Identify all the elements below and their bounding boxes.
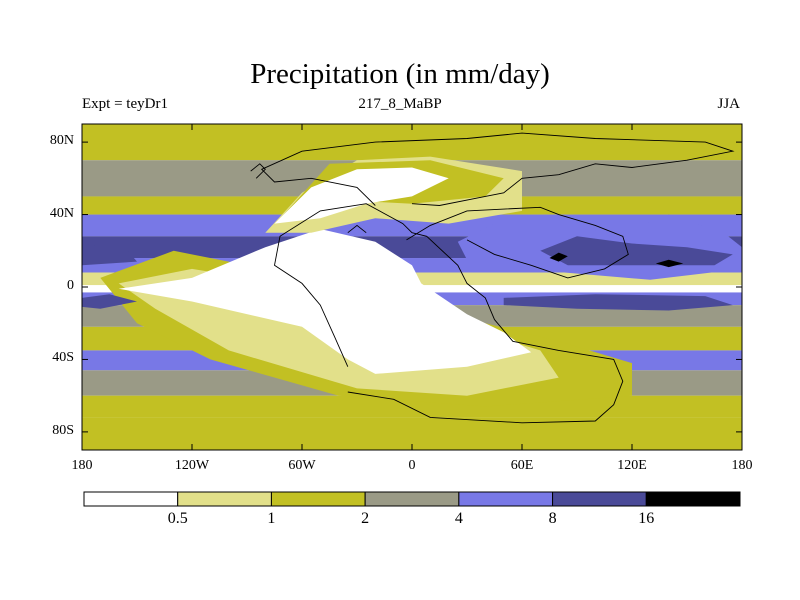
precip-region-7	[540, 236, 733, 266]
zonal-band-13	[82, 395, 742, 418]
colorbar-swatch-6	[645, 491, 741, 507]
coastline-4	[347, 224, 367, 234]
coastline-3	[250, 163, 266, 179]
colorbar-level-label: 4	[454, 510, 463, 527]
x-tick-label: 120E	[617, 458, 647, 473]
zonal-band-0	[82, 124, 742, 161]
colorbar-swatch-5	[552, 491, 647, 507]
colorbar-swatch-1	[177, 491, 272, 507]
colorbar-level-label: 1	[267, 510, 276, 527]
colorbar-level-label: 16	[638, 510, 655, 527]
colorbar-swatch-4	[458, 491, 554, 507]
y-tick-label: 40S	[52, 350, 74, 366]
precip-region-2	[118, 229, 532, 374]
precip-region-8	[549, 252, 568, 262]
time-label: 217_8_MaBP	[358, 96, 442, 112]
precip-region-10	[503, 294, 733, 311]
chart-title: Precipitation (in mm/day)	[250, 58, 550, 90]
colorbar	[83, 491, 741, 507]
precip-region-9	[655, 259, 684, 268]
x-tick-label: 180	[71, 458, 93, 473]
coastline-1	[260, 132, 735, 206]
season-label: JJA	[717, 96, 740, 112]
y-tick-label: 80N	[49, 133, 74, 149]
colorbar-level-label: 0.5	[167, 510, 188, 527]
precipitation-field	[82, 124, 742, 450]
colorbar-level-label: 2	[361, 510, 370, 527]
precip-region-11	[82, 294, 137, 309]
colorbar-swatch-2	[270, 491, 366, 507]
y-tick-label: 80S	[52, 422, 74, 438]
coastlines	[250, 132, 735, 424]
precip-region-5	[274, 167, 449, 224]
x-tick-label: 60E	[510, 458, 534, 473]
x-tick-label: 60W	[288, 458, 316, 473]
colorbar-swatch-3	[364, 491, 460, 507]
x-tick-label: 0	[408, 458, 416, 473]
coastline-0	[274, 203, 624, 424]
colorbar-level-label: 8	[548, 510, 557, 527]
colorbar-swatch-0	[83, 491, 179, 507]
y-tick-label: 0	[67, 278, 74, 293]
x-tick-label: 120W	[174, 458, 210, 473]
y-tick-label: 40N	[49, 205, 74, 221]
axis-ticks	[81, 124, 743, 450]
x-tick-label: 180	[731, 458, 753, 473]
coastline-2	[406, 206, 629, 279]
precip-region-12	[82, 243, 137, 266]
experiment-label: Expt = teyDr1	[82, 96, 168, 112]
